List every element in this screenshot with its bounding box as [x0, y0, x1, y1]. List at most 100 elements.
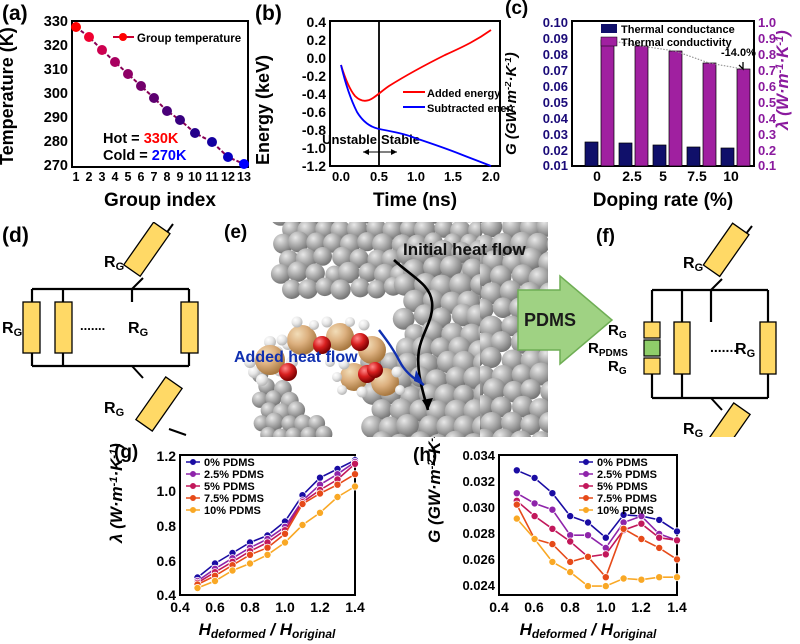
svg-text:1.2: 1.2: [631, 599, 651, 615]
svg-text:(c): (c): [505, 0, 528, 19]
svg-text:0.0: 0.0: [332, 169, 350, 184]
svg-text:5% PDMS: 5% PDMS: [597, 481, 648, 493]
svg-text:1.0: 1.0: [275, 599, 295, 615]
svg-text:Cold = 270K: Cold = 270K: [103, 148, 187, 164]
svg-text:-0.2: -0.2: [302, 68, 326, 84]
svg-text:0.03: 0.03: [543, 127, 568, 142]
svg-text:RG: RG: [2, 320, 22, 339]
svg-text:PDMS: PDMS: [524, 310, 576, 330]
svg-text:Hot = 330K: Hot = 330K: [103, 131, 179, 147]
svg-text:1.0: 1.0: [407, 169, 425, 184]
svg-text:11: 11: [205, 170, 218, 184]
svg-text:7.5% PDMS: 7.5% PDMS: [204, 493, 264, 505]
svg-text:0.5: 0.5: [370, 169, 388, 184]
svg-text:9: 9: [177, 170, 184, 184]
svg-text:Hdeformed / Horiginal: Hdeformed / Horiginal: [199, 620, 336, 641]
svg-text:(a): (a): [2, 2, 28, 25]
svg-text:Thermal conductivity: Thermal conductivity: [621, 37, 733, 49]
svg-text:0.8: 0.8: [240, 599, 260, 615]
svg-text:0.06: 0.06: [543, 79, 568, 94]
svg-text:0.028: 0.028: [462, 526, 495, 541]
svg-text:RG: RG: [104, 254, 124, 273]
svg-text:Time (ns): Time (ns): [373, 190, 457, 211]
svg-text:(d): (d): [2, 224, 29, 247]
svg-text:270: 270: [44, 158, 68, 174]
svg-text:13: 13: [237, 170, 251, 184]
svg-text:6: 6: [138, 170, 145, 184]
svg-text:0.6: 0.6: [205, 599, 225, 615]
svg-text:10: 10: [188, 170, 202, 184]
svg-text:.......: .......: [80, 318, 105, 333]
svg-text:10% PDMS: 10% PDMS: [597, 505, 654, 517]
svg-text:0.030: 0.030: [462, 500, 495, 515]
svg-text:0.032: 0.032: [462, 474, 495, 489]
svg-text:2.5: 2.5: [622, 168, 642, 184]
svg-text:5% PDMS: 5% PDMS: [204, 481, 255, 493]
svg-text:0.09: 0.09: [543, 31, 568, 46]
svg-text:0.05: 0.05: [543, 95, 568, 110]
svg-text:1.0: 1.0: [758, 15, 776, 30]
svg-text:1.5: 1.5: [444, 169, 462, 184]
svg-text:Added heat flow: Added heat flow: [234, 349, 358, 366]
svg-text:1.2: 1.2: [310, 599, 330, 615]
svg-text:Doping rate (%): Doping rate (%): [593, 190, 733, 211]
svg-text:0.0: 0.0: [307, 50, 327, 66]
svg-text:Added energy: Added energy: [427, 88, 501, 100]
svg-text:0.034: 0.034: [462, 448, 495, 463]
svg-text:0: 0: [593, 168, 601, 184]
svg-text:Group temperature: Group temperature: [137, 33, 241, 45]
svg-text:7: 7: [151, 170, 158, 184]
svg-text:(e): (e): [224, 222, 247, 243]
svg-text:1.0: 1.0: [157, 483, 177, 499]
svg-text:0.04: 0.04: [543, 111, 569, 126]
svg-text:0.01: 0.01: [543, 158, 568, 173]
svg-text:-1.2: -1.2: [302, 158, 326, 174]
svg-text:G (GW·m-2·K-1): G (GW·m-2·K-1): [425, 435, 444, 543]
svg-text:0% PDMS: 0% PDMS: [204, 457, 255, 469]
svg-text:1.2: 1.2: [157, 448, 177, 464]
svg-text:10% PDMS: 10% PDMS: [204, 505, 261, 517]
svg-text:Unstable: Unstable: [322, 132, 377, 147]
svg-text:G (GW·m-2·K-1): G (GW·m-2·K-1): [505, 52, 520, 155]
svg-text:Energy (keV): Energy (keV): [255, 55, 273, 165]
svg-text:8: 8: [164, 170, 171, 184]
svg-text:(b): (b): [255, 2, 282, 25]
svg-text:Temperature (K): Temperature (K): [0, 27, 17, 165]
svg-text:7.5% PDMS: 7.5% PDMS: [597, 493, 657, 505]
svg-text:12: 12: [221, 170, 235, 184]
svg-text:Subtracted energy: Subtracted energy: [427, 103, 515, 115]
svg-text:10: 10: [723, 168, 739, 184]
svg-text:0.02: 0.02: [543, 143, 568, 158]
svg-text:330: 330: [44, 14, 68, 30]
svg-text:λ (W·m-1·K-1): λ (W·m-1·K-1): [773, 30, 792, 131]
svg-text:0.2: 0.2: [307, 32, 327, 48]
svg-text:300: 300: [44, 86, 68, 102]
svg-text:290: 290: [44, 110, 68, 126]
svg-text:0.07: 0.07: [543, 63, 568, 78]
svg-text:0.8: 0.8: [560, 599, 580, 615]
svg-text:0.6: 0.6: [524, 599, 544, 615]
svg-text:-0.4: -0.4: [302, 86, 326, 102]
svg-text:0.8: 0.8: [157, 518, 177, 534]
svg-text:0.1: 0.1: [758, 158, 776, 173]
svg-text:Hdeformed / Horiginal: Hdeformed / Horiginal: [520, 620, 657, 641]
svg-text:2.5% PDMS: 2.5% PDMS: [597, 469, 657, 481]
svg-text:0.024: 0.024: [462, 578, 495, 593]
svg-text:0.08: 0.08: [543, 47, 568, 62]
svg-text:0.026: 0.026: [462, 552, 495, 567]
svg-text:310: 310: [44, 62, 68, 78]
svg-text:0.10: 0.10: [543, 15, 568, 30]
svg-text:4: 4: [112, 170, 119, 184]
svg-text:0.2: 0.2: [758, 143, 776, 158]
svg-text:1: 1: [73, 170, 80, 184]
svg-text:0.4: 0.4: [489, 599, 509, 615]
svg-text:-0.6: -0.6: [302, 104, 326, 120]
svg-text:Thermal conductance: Thermal conductance: [621, 24, 735, 36]
svg-text:Group index: Group index: [104, 190, 216, 211]
svg-text:1.0: 1.0: [596, 599, 616, 615]
svg-text:2.5% PDMS: 2.5% PDMS: [204, 469, 264, 481]
svg-text:RG: RG: [128, 320, 148, 339]
svg-text:5: 5: [659, 168, 667, 184]
svg-text:2: 2: [86, 170, 93, 184]
svg-text:RG: RG: [104, 400, 124, 419]
